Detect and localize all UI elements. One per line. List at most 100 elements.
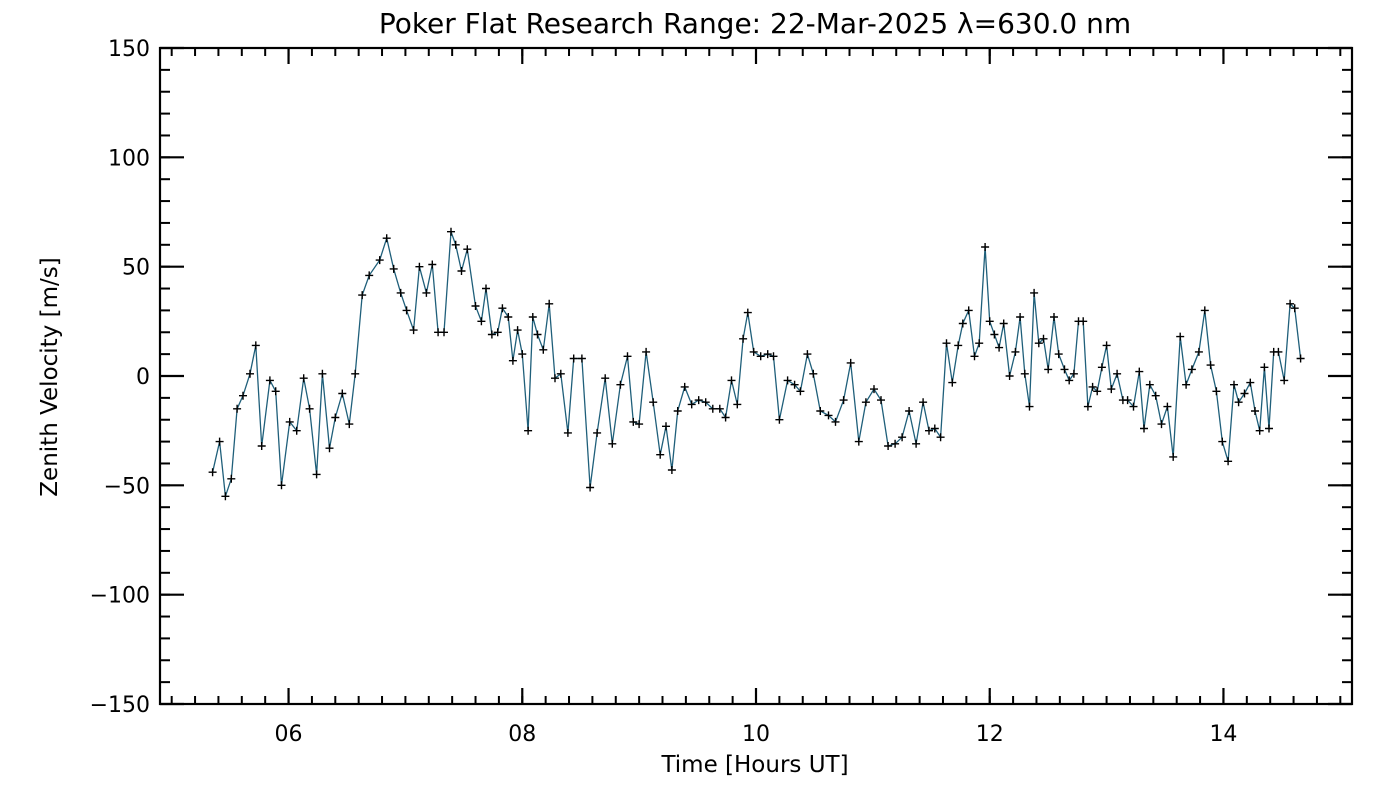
data-point: [1151, 391, 1160, 400]
data-point: [569, 354, 578, 363]
data-point: [642, 347, 651, 356]
data-point: [471, 302, 480, 310]
data-point: [524, 426, 533, 435]
data-point: [1123, 396, 1132, 405]
data-point: [345, 420, 354, 429]
y-tick-label: 150: [108, 37, 150, 62]
x-tick-label: 10: [742, 722, 770, 747]
data-point: [215, 437, 224, 446]
data-point: [1065, 376, 1074, 385]
data-point: [870, 385, 878, 394]
data-point: [428, 260, 437, 269]
data-point: [318, 369, 327, 378]
data-point: [1113, 369, 1122, 378]
data-point: [233, 404, 242, 413]
chart-title: Poker Flat Research Range: 22-Mar-2025 λ…: [379, 7, 1131, 40]
data-point: [1097, 363, 1106, 372]
y-tick-label: 0: [136, 365, 150, 390]
data-point: [1088, 382, 1097, 391]
data-point: [586, 483, 595, 492]
data-point: [912, 439, 921, 448]
data-point: [477, 317, 486, 326]
data-point: [839, 396, 848, 405]
data-point: [1224, 457, 1233, 466]
data-point: [528, 313, 537, 321]
data-point: [898, 433, 907, 442]
data-point: [221, 492, 230, 501]
y-tick-label: 50: [122, 256, 150, 281]
data-point: [942, 339, 951, 348]
data-point: [1212, 387, 1221, 396]
data-point: [1107, 385, 1116, 394]
data-point: [999, 319, 1008, 328]
x-tick-label: 12: [976, 722, 1004, 747]
data-point: [1135, 367, 1144, 376]
data-point: [539, 345, 548, 354]
data-point: [680, 382, 689, 391]
data-point: [292, 426, 301, 435]
data-point: [487, 330, 496, 339]
data-point: [1274, 347, 1283, 356]
data-point: [985, 317, 994, 326]
data-point: [1129, 402, 1138, 411]
data-point: [701, 398, 710, 407]
data-point: [271, 387, 280, 396]
major-ticks: [160, 46, 1352, 706]
data-point: [1230, 380, 1238, 389]
data-point: [551, 374, 559, 383]
minor-ticks: [160, 47, 1352, 705]
data-point: [1163, 402, 1172, 411]
data-point: [958, 319, 967, 328]
data-point: [1206, 361, 1215, 370]
data-point: [246, 369, 254, 378]
x-tick-label: 14: [1209, 722, 1237, 747]
data-point: [1200, 306, 1209, 315]
velocity-series: [208, 227, 1305, 501]
data-point: [905, 407, 914, 415]
data-point: [498, 304, 507, 313]
data-point: [1218, 437, 1227, 446]
data-point: [358, 291, 367, 300]
data-point: [1187, 365, 1196, 374]
data-point: [930, 424, 939, 433]
data-point: [277, 481, 286, 490]
data-point: [1005, 372, 1014, 380]
data-point: [877, 396, 885, 405]
data-point: [325, 444, 334, 453]
data-point: [482, 284, 490, 293]
y-axis-label: Zenith Velocity [m/s]: [37, 257, 63, 496]
data-point: [1093, 387, 1102, 396]
data-point: [948, 378, 957, 387]
data-point: [508, 356, 517, 365]
data-point: [265, 376, 274, 385]
data-point: [623, 352, 632, 361]
data-point: [715, 404, 724, 413]
data-point: [1020, 369, 1029, 378]
data-point: [518, 350, 527, 359]
data-point: [831, 417, 840, 426]
data-point: [846, 358, 855, 367]
data-point: [816, 407, 825, 415]
data-point: [239, 391, 247, 400]
data-point: [415, 262, 424, 271]
data-point: [790, 380, 799, 389]
data-point: [457, 267, 466, 275]
data-point: [1286, 299, 1295, 308]
data-point: [616, 380, 625, 389]
data-point: [990, 330, 999, 339]
data-point: [1251, 407, 1259, 415]
data-point: [1240, 389, 1249, 398]
data-point: [1039, 334, 1048, 343]
data-point: [513, 326, 522, 335]
data-point: [382, 234, 391, 243]
data-point: [351, 369, 360, 378]
y-tick-label: −150: [90, 693, 150, 718]
data-point: [593, 428, 602, 437]
data-point: [396, 288, 405, 297]
data-point: [981, 243, 990, 251]
data-point: [556, 369, 565, 378]
data-point: [1169, 452, 1178, 461]
data-point: [1265, 424, 1273, 433]
y-tick-label: −100: [90, 584, 150, 609]
data-point: [1296, 354, 1305, 363]
